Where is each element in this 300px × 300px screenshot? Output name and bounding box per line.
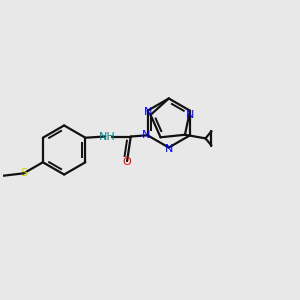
Text: N: N (165, 144, 173, 154)
Text: S: S (20, 168, 27, 178)
Text: N: N (142, 130, 151, 140)
Text: NH: NH (99, 131, 116, 142)
Text: N: N (144, 107, 152, 117)
Text: O: O (123, 157, 131, 167)
Text: N: N (186, 110, 195, 120)
